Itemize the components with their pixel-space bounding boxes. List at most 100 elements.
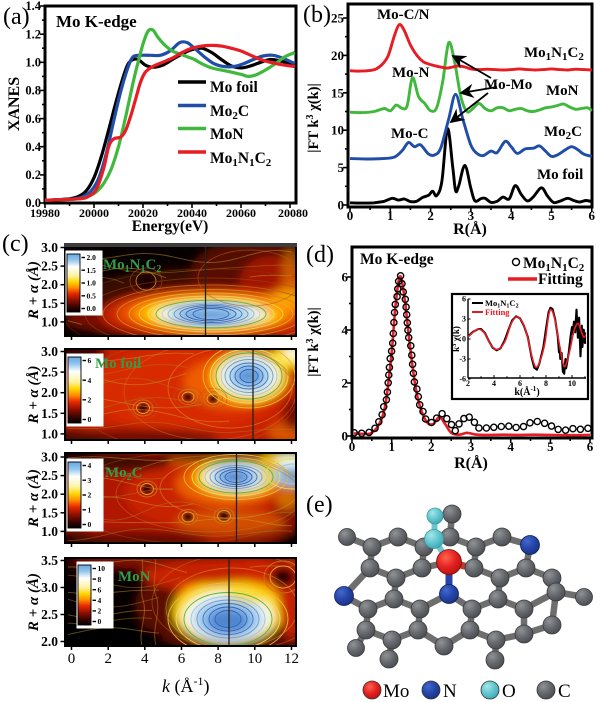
svg-text:20000: 20000 xyxy=(79,206,109,220)
svg-text:1.0: 1.0 xyxy=(41,314,58,329)
svg-text:(b): (b) xyxy=(303,2,331,28)
svg-text:19980: 19980 xyxy=(30,206,60,220)
svg-text:Mo foil: Mo foil xyxy=(210,79,258,96)
svg-text:12: 12 xyxy=(284,651,299,667)
svg-text:Mo1N1C2: Mo1N1C2 xyxy=(523,255,585,274)
svg-text:k3 χ(k): k3 χ(k) xyxy=(451,326,461,352)
svg-text:5: 5 xyxy=(338,160,345,175)
svg-text:2.0: 2.0 xyxy=(41,385,58,400)
svg-text:R(Å): R(Å) xyxy=(454,454,488,472)
svg-text:Mo1N1C2: Mo1N1C2 xyxy=(524,45,584,63)
svg-text:5: 5 xyxy=(547,439,554,454)
svg-text:0.8: 0.8 xyxy=(25,84,41,98)
svg-text:1.4: 1.4 xyxy=(25,0,41,13)
svg-text:1: 1 xyxy=(387,208,394,223)
svg-text:0.4: 0.4 xyxy=(25,140,41,154)
svg-text:2.0: 2.0 xyxy=(87,253,97,262)
svg-text:2.0: 2.0 xyxy=(41,487,58,502)
svg-text:MoN: MoN xyxy=(118,569,151,585)
svg-text:(c): (c) xyxy=(2,231,29,257)
svg-text:6: 6 xyxy=(178,651,186,667)
svg-text:R(Å): R(Å) xyxy=(453,220,487,238)
svg-text:10: 10 xyxy=(568,379,576,388)
svg-text:Mo1N1C2: Mo1N1C2 xyxy=(210,150,272,169)
svg-text:Mo K-edge: Mo K-edge xyxy=(360,251,434,268)
svg-text:10: 10 xyxy=(247,651,262,667)
svg-text:3: 3 xyxy=(468,208,475,223)
svg-text:10: 10 xyxy=(331,123,344,138)
svg-text:Mo2C: Mo2C xyxy=(105,465,143,483)
svg-text:2: 2 xyxy=(427,208,434,223)
svg-text:(a): (a) xyxy=(3,4,30,30)
svg-text:R + α (Å): R + α (Å) xyxy=(26,573,42,632)
svg-text:1.5: 1.5 xyxy=(41,296,58,311)
svg-text:1.5: 1.5 xyxy=(87,266,97,275)
svg-text:1.5: 1.5 xyxy=(41,406,58,421)
svg-text:R + α (Å): R + α (Å) xyxy=(26,365,42,424)
svg-text:2: 2 xyxy=(88,491,92,500)
svg-text:Energy(eV): Energy(eV) xyxy=(132,218,209,235)
svg-text:C: C xyxy=(558,681,571,702)
svg-text:2.5: 2.5 xyxy=(41,259,58,274)
svg-text:Mo-N: Mo-N xyxy=(392,65,430,81)
svg-text:0.0: 0.0 xyxy=(87,304,97,313)
svg-text:O: O xyxy=(502,681,516,702)
svg-text:3: 3 xyxy=(462,315,466,324)
svg-text:4: 4 xyxy=(88,461,92,470)
svg-text:1.0: 1.0 xyxy=(25,56,41,70)
svg-text:3.0: 3.0 xyxy=(41,240,58,255)
svg-text:4: 4 xyxy=(507,439,514,454)
svg-text:20040: 20040 xyxy=(177,206,207,220)
svg-text:2.0: 2.0 xyxy=(41,634,58,649)
svg-text:4: 4 xyxy=(141,651,149,667)
svg-text:8: 8 xyxy=(214,651,222,667)
svg-text:6: 6 xyxy=(518,379,522,388)
svg-text:Mo K-edge: Mo K-edge xyxy=(56,12,137,31)
svg-text:0: 0 xyxy=(88,415,92,424)
svg-text:Mo-Mo: Mo-Mo xyxy=(484,77,532,93)
svg-text:20060: 20060 xyxy=(226,206,256,220)
svg-text:Mo foil: Mo foil xyxy=(537,167,583,183)
svg-text:4: 4 xyxy=(88,376,92,385)
svg-text:Mo-C: Mo-C xyxy=(391,126,429,142)
svg-text:(d): (d) xyxy=(306,242,334,268)
svg-text:0: 0 xyxy=(68,651,76,667)
svg-text:1.0: 1.0 xyxy=(87,279,97,288)
svg-text:0.6: 0.6 xyxy=(25,112,41,126)
svg-text:2: 2 xyxy=(342,376,349,391)
svg-text:15: 15 xyxy=(331,85,345,100)
svg-text:|FT k3 χ(k)|: |FT k3 χ(k)| xyxy=(305,307,322,376)
svg-text:2.0: 2.0 xyxy=(41,277,58,292)
svg-text:6: 6 xyxy=(98,585,102,594)
svg-text:-3: -3 xyxy=(459,355,466,364)
svg-text:2: 2 xyxy=(88,396,92,405)
svg-text:5: 5 xyxy=(548,208,555,223)
svg-text:Mo1N1C2: Mo1N1C2 xyxy=(103,257,161,275)
svg-text:Mo2C: Mo2C xyxy=(544,124,582,142)
svg-text:2: 2 xyxy=(104,651,112,667)
svg-text:Fitting: Fitting xyxy=(538,271,583,288)
svg-text:3.0: 3.0 xyxy=(41,344,58,359)
svg-text:2.5: 2.5 xyxy=(41,365,58,380)
svg-text:0: 0 xyxy=(462,335,466,344)
svg-text:2: 2 xyxy=(428,439,435,454)
svg-text:6: 6 xyxy=(342,270,349,285)
svg-text:N: N xyxy=(443,681,457,702)
svg-text:1: 1 xyxy=(388,439,395,454)
svg-text:0.5: 0.5 xyxy=(87,291,97,300)
svg-text:2: 2 xyxy=(98,607,102,616)
svg-text:XANES: XANES xyxy=(6,77,23,131)
svg-text:k (Å-1): k (Å-1) xyxy=(162,674,210,697)
svg-text:Mo: Mo xyxy=(383,681,409,702)
svg-text:20: 20 xyxy=(331,48,344,63)
svg-text:0: 0 xyxy=(342,429,349,444)
svg-text:3.0: 3.0 xyxy=(41,580,58,595)
svg-text:4: 4 xyxy=(98,596,102,605)
svg-text:0.0: 0.0 xyxy=(25,196,41,210)
svg-text:(e): (e) xyxy=(306,492,333,518)
svg-text:R + α (Å): R + α (Å) xyxy=(26,469,42,528)
svg-text:4: 4 xyxy=(342,323,349,338)
svg-text:4: 4 xyxy=(508,208,515,223)
svg-text:0: 0 xyxy=(349,439,356,454)
svg-text:6: 6 xyxy=(88,356,92,365)
